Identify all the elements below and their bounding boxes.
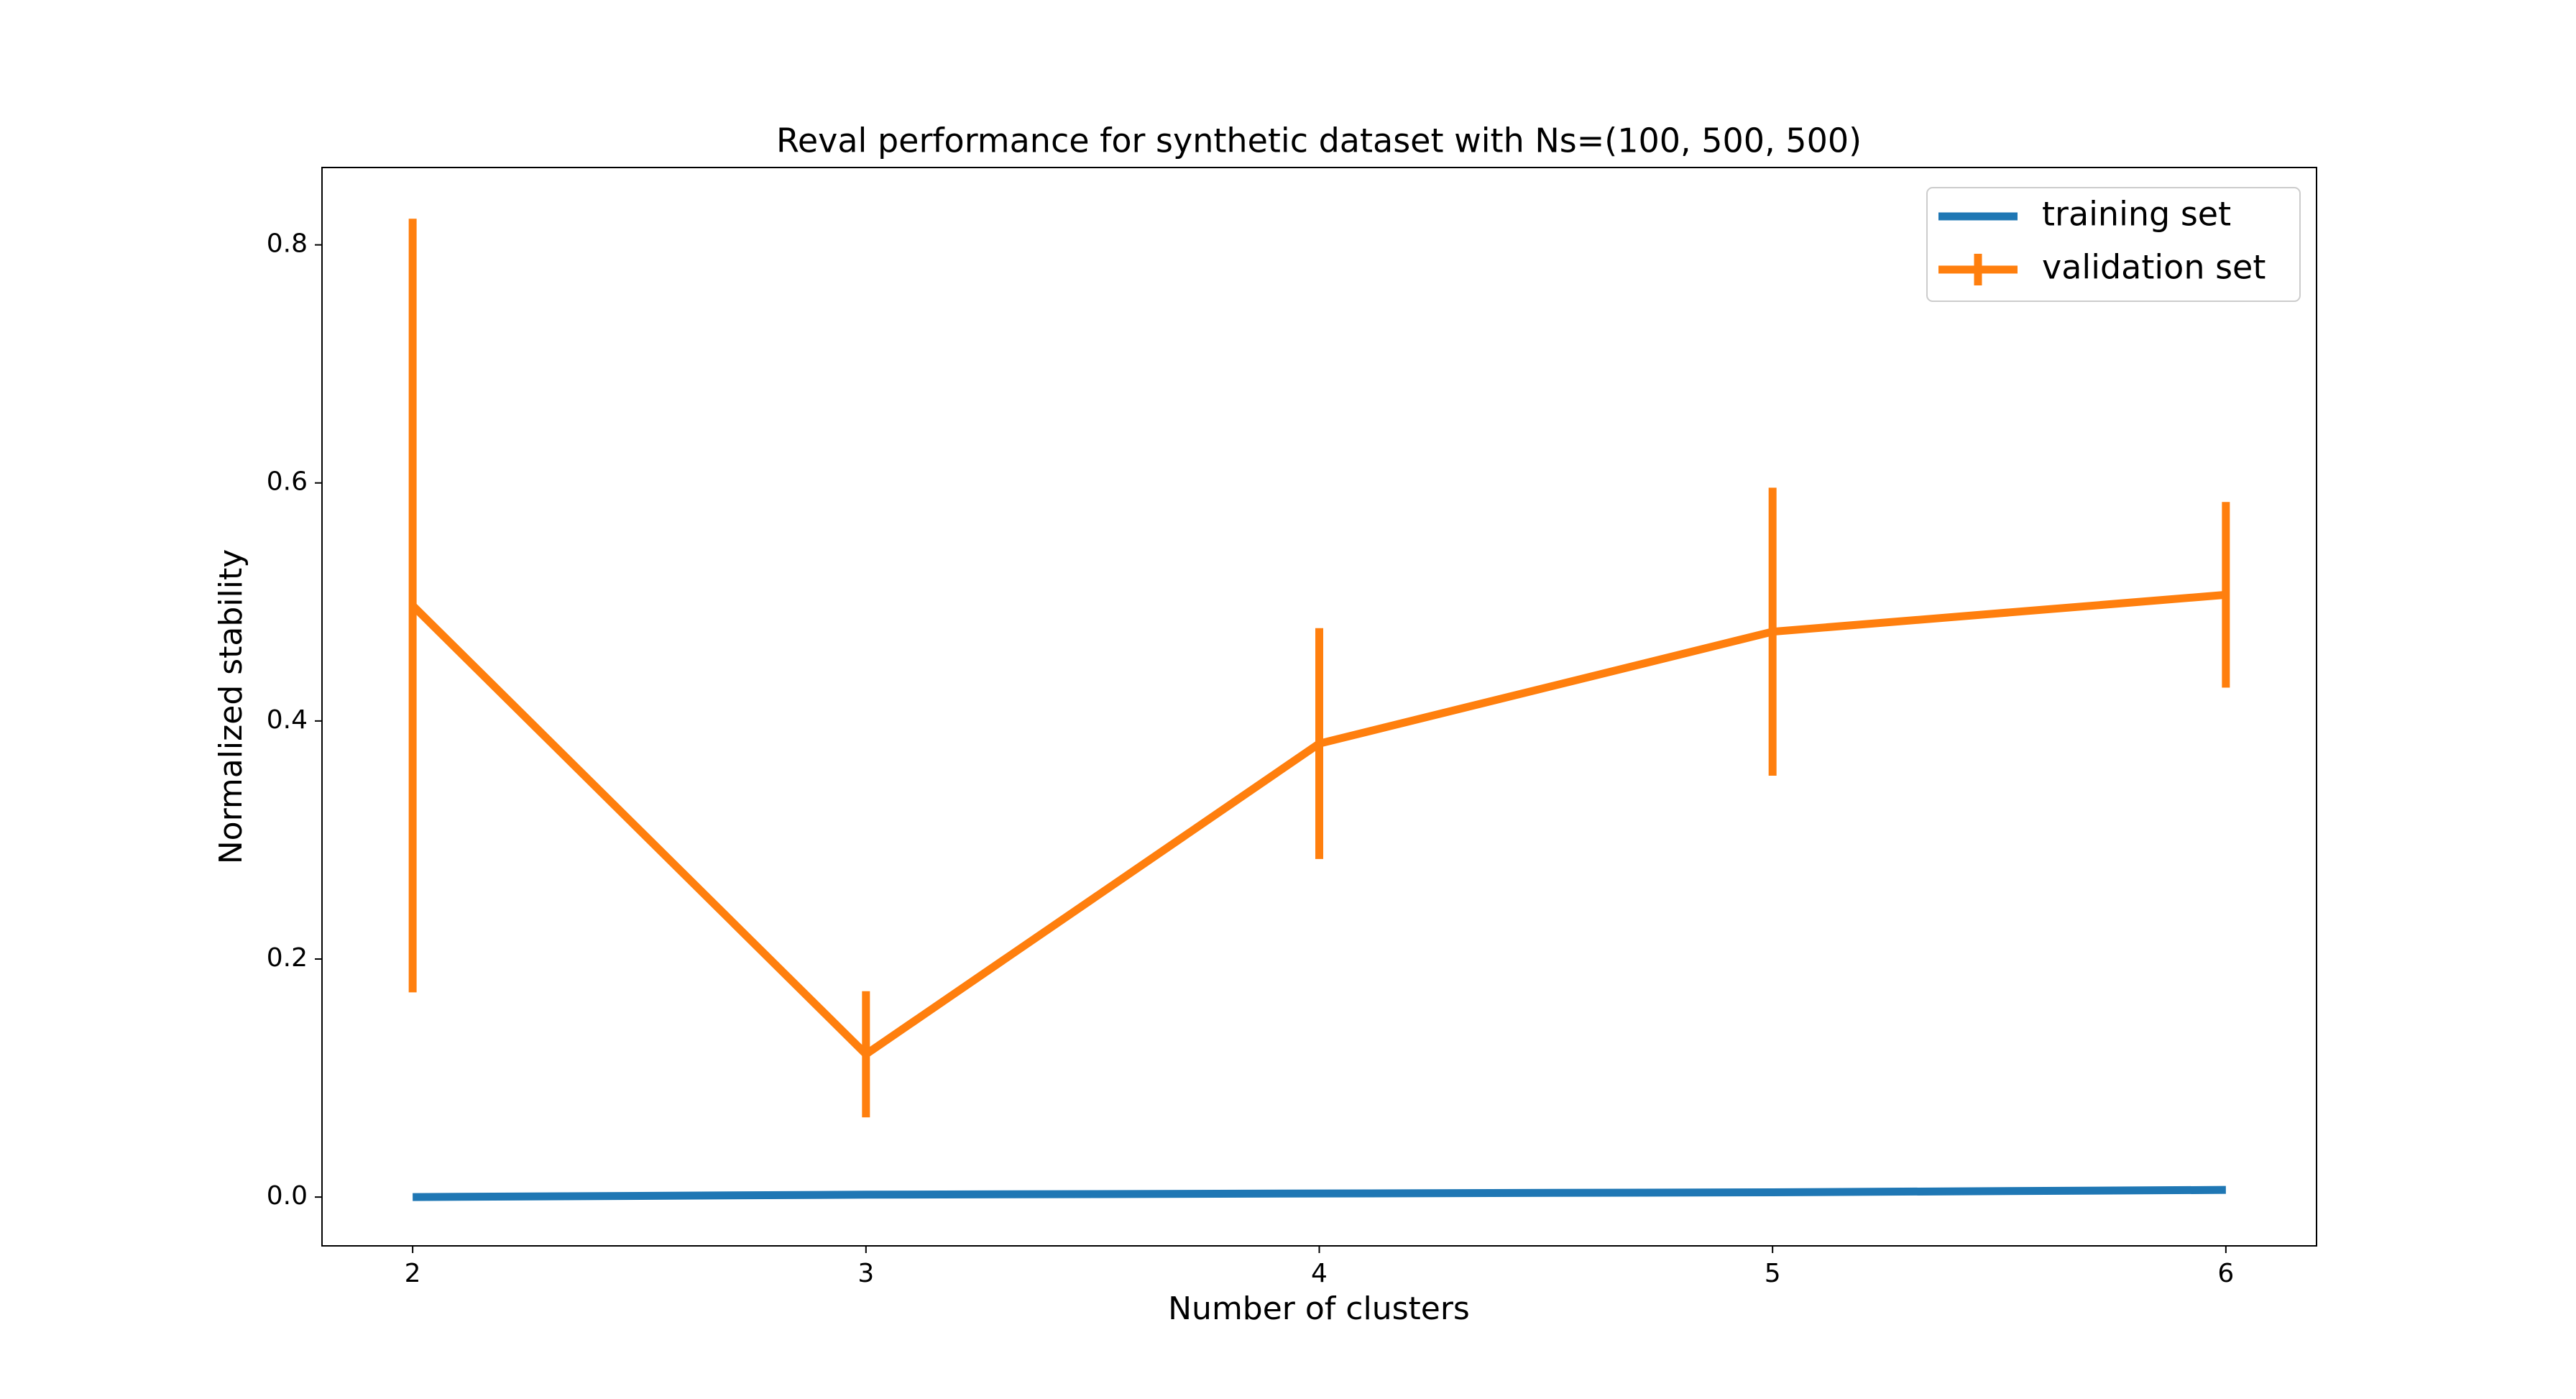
chart-title: Reval performance for synthetic dataset … (776, 121, 1862, 160)
data-line (413, 1185, 2226, 1201)
y-tick-label: 0.0 (267, 1181, 308, 1211)
legend-label: training set (2042, 195, 2231, 234)
y-axis-label: Normalized stability (213, 549, 249, 865)
x-axis-label: Number of clusters (1168, 1290, 1470, 1327)
x-tick-label: 2 (405, 1259, 421, 1288)
y-tick-label: 0.2 (267, 943, 308, 973)
y-tick-label: 0.6 (267, 467, 308, 497)
x-tick-label: 6 (2217, 1259, 2234, 1288)
x-tick-label: 3 (857, 1259, 874, 1288)
x-tick-label: 5 (1765, 1259, 1781, 1288)
y-tick-label: 0.4 (267, 705, 308, 735)
y-tick-label: 0.8 (267, 229, 308, 259)
x-tick-label: 4 (1311, 1259, 1328, 1288)
plot-frame (321, 167, 2317, 1247)
legend-label: validation set (2042, 248, 2266, 287)
legend-box (1926, 187, 2301, 302)
